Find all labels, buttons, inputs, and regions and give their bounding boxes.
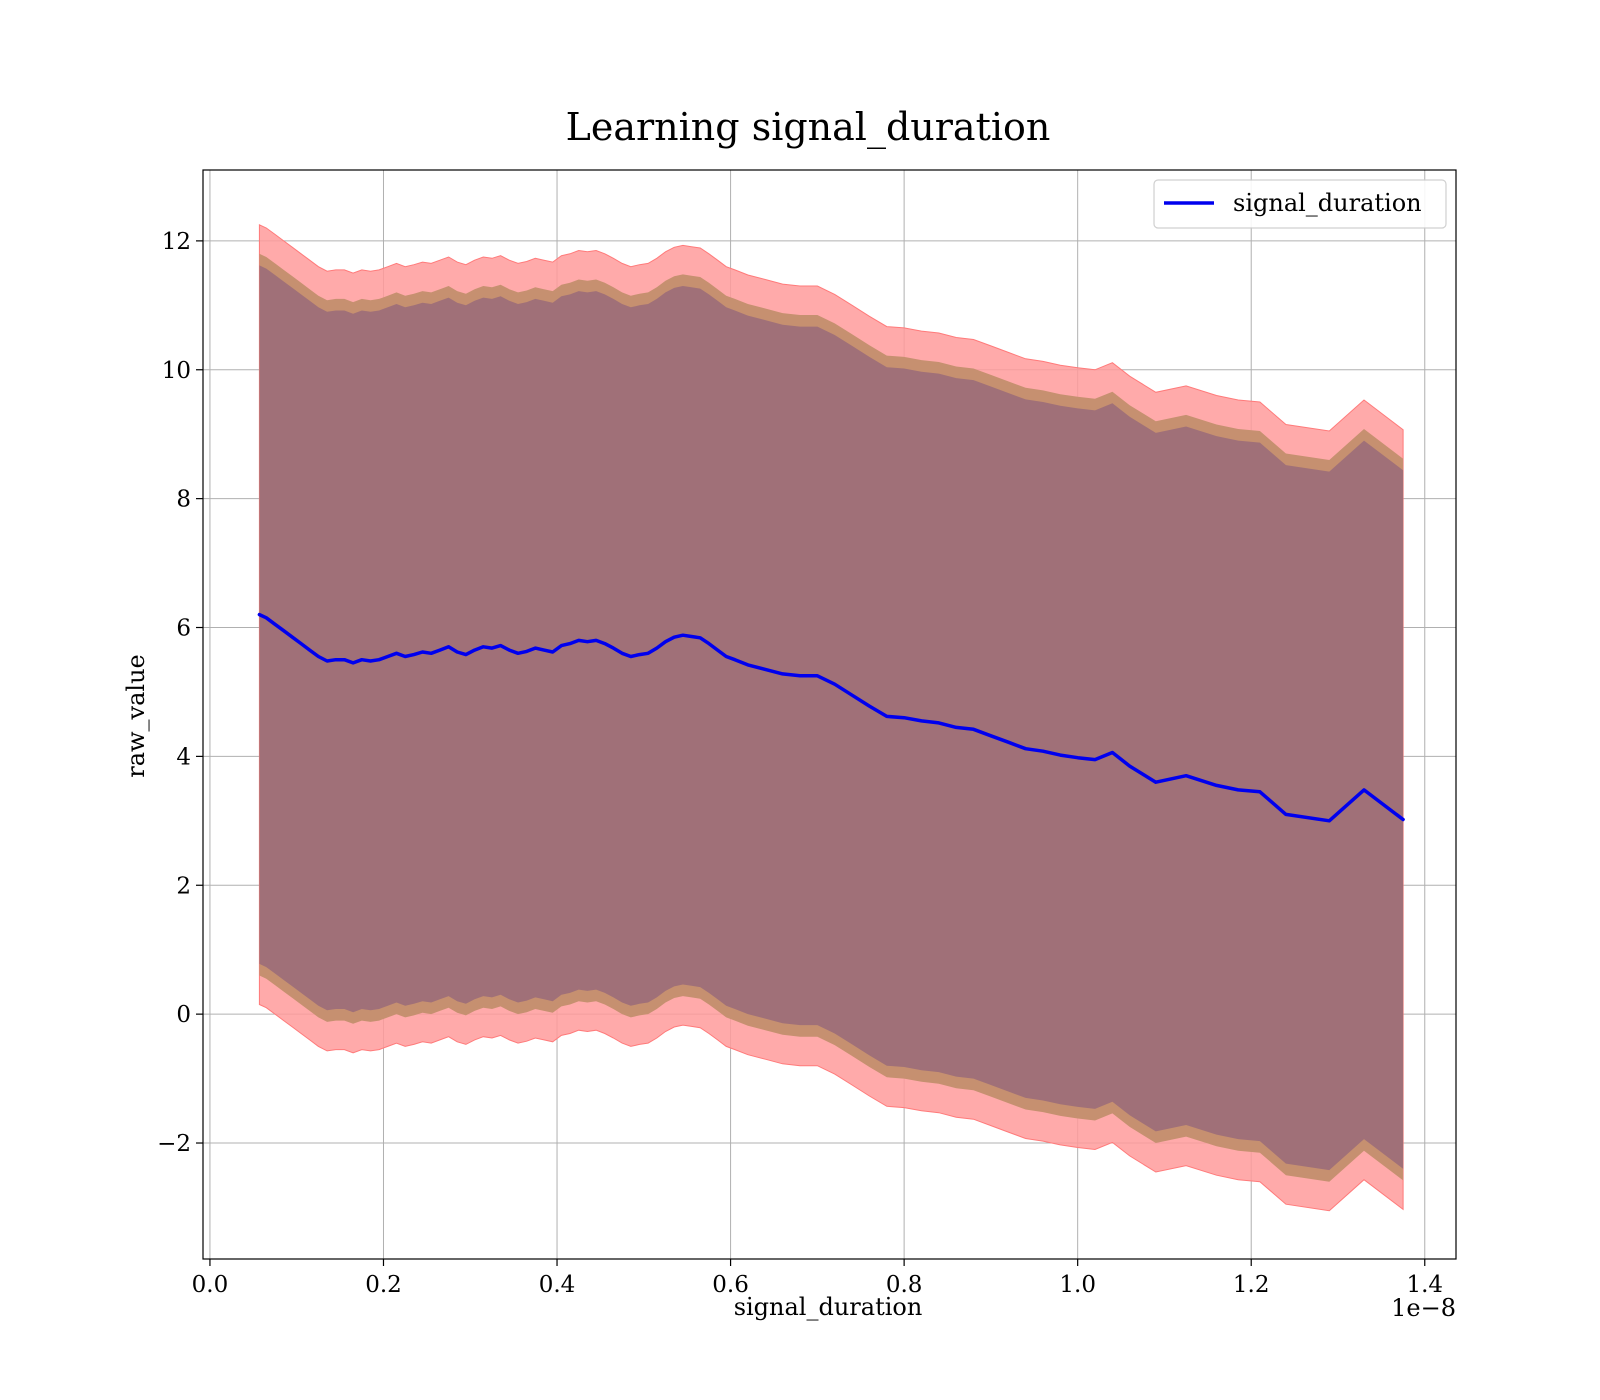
x-axis-offset-label: 1e−8 xyxy=(1391,1294,1456,1322)
x-axis-ticks: 0.0 0.2 0.4 0.6 0.8 1.0 1.2 1.4 xyxy=(192,1259,1443,1298)
band-inner xyxy=(259,265,1404,1171)
y-axis-ticks: −2 0 2 4 6 8 10 12 xyxy=(157,229,203,1157)
y-tick-label: 4 xyxy=(176,744,191,770)
y-tick-label: 10 xyxy=(162,358,191,384)
x-tick-label: 1.4 xyxy=(1406,1272,1443,1298)
y-tick-label: 2 xyxy=(176,873,191,899)
x-tick-label: 0.8 xyxy=(886,1272,923,1298)
x-tick-label: 0.6 xyxy=(712,1272,749,1298)
legend: signal_duration xyxy=(1153,179,1447,229)
x-tick-label: 0.4 xyxy=(539,1272,576,1298)
x-tick-label: 1.0 xyxy=(1059,1272,1096,1298)
chart-title: Learning signal_duration xyxy=(566,105,1051,150)
y-tick-label: −2 xyxy=(157,1131,191,1157)
legend-label-signal-duration: signal_duration xyxy=(1233,189,1422,217)
plot-area-frame xyxy=(202,169,1457,1260)
series-lines xyxy=(257,612,1405,823)
x-tick-label: 0.2 xyxy=(365,1272,402,1298)
confidence-bands xyxy=(258,224,1404,1212)
y-tick-label: 8 xyxy=(176,487,191,513)
y-tick-label: 0 xyxy=(176,1002,191,1028)
legend-box xyxy=(1153,179,1447,229)
y-tick-label: 6 xyxy=(176,616,191,642)
y-tick-label: 12 xyxy=(162,229,191,255)
y-axis-label: raw_value xyxy=(122,654,150,778)
x-tick-label: 0.0 xyxy=(192,1272,229,1298)
series-line-signal-duration xyxy=(257,612,1405,823)
x-tick-label: 1.2 xyxy=(1233,1272,1270,1298)
x-axis-label: signal_duration xyxy=(734,1293,923,1321)
